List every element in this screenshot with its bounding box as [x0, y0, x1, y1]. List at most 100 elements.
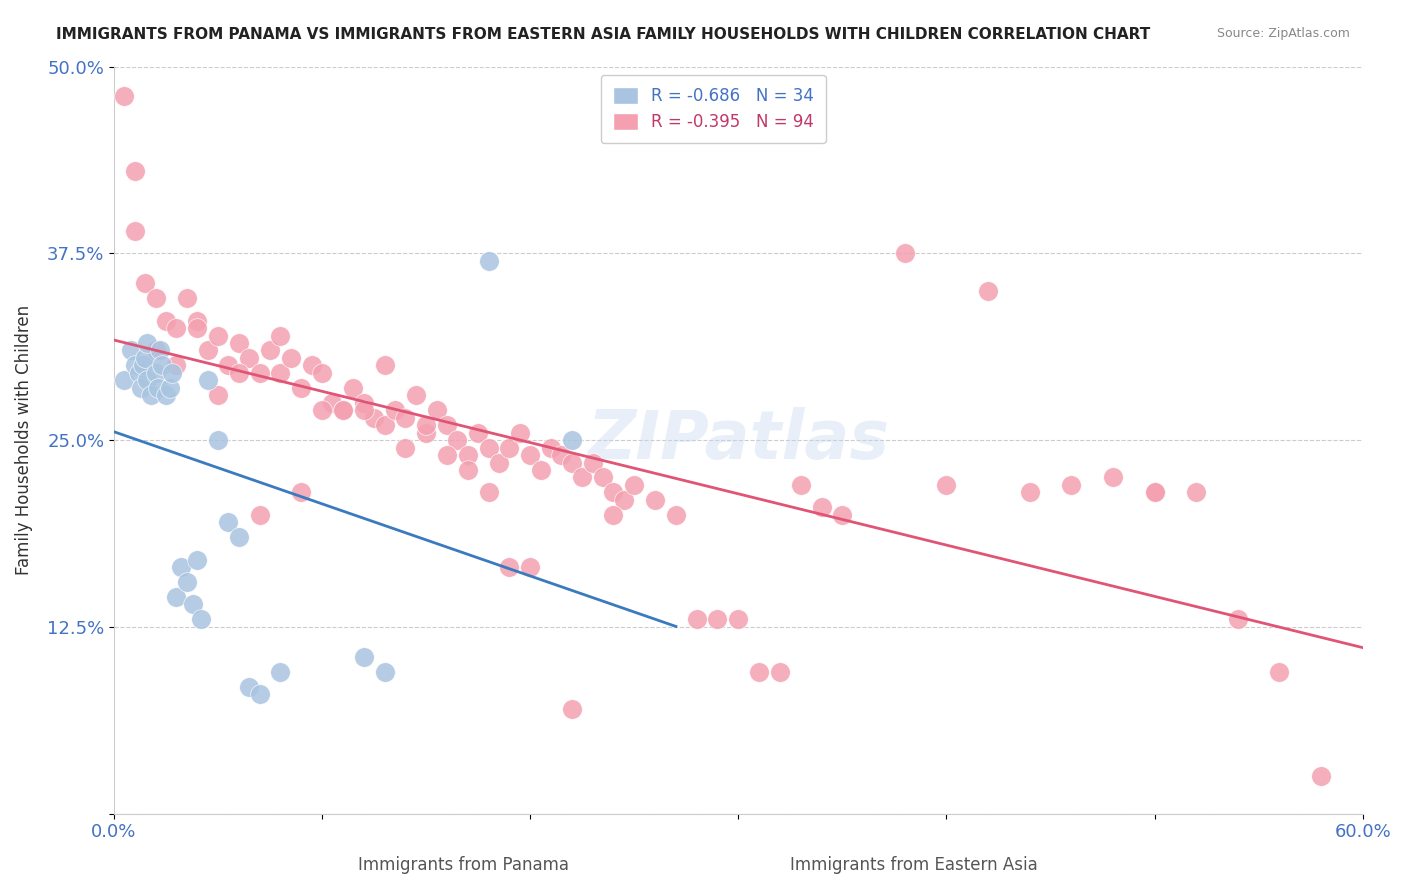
Point: [134, 351, 156, 365]
Point: [405, 388, 427, 402]
Point: [498, 560, 520, 574]
Point: [228, 366, 250, 380]
Point: [509, 425, 531, 440]
Point: [128, 366, 150, 380]
Point: [571, 470, 593, 484]
Point: [561, 702, 583, 716]
Y-axis label: Family Households with Children: Family Households with Children: [15, 305, 32, 575]
Point: [644, 492, 666, 507]
Point: [269, 328, 291, 343]
Point: [165, 359, 187, 373]
Point: [290, 381, 312, 395]
Point: [935, 478, 957, 492]
Point: [165, 321, 187, 335]
Point: [169, 560, 191, 574]
Point: [467, 425, 489, 440]
Point: [181, 598, 204, 612]
Point: [623, 478, 645, 492]
Point: [155, 388, 177, 402]
Text: ZIPatlas: ZIPatlas: [588, 407, 890, 473]
Point: [1060, 478, 1083, 492]
Point: [207, 433, 229, 447]
Point: [207, 328, 229, 343]
Point: [112, 89, 135, 103]
Point: [1268, 665, 1291, 679]
Point: [145, 291, 167, 305]
Point: [613, 492, 636, 507]
Point: [228, 530, 250, 544]
Point: [561, 433, 583, 447]
Point: [207, 388, 229, 402]
Point: [498, 441, 520, 455]
Point: [342, 381, 364, 395]
Point: [249, 508, 271, 522]
Point: [384, 403, 406, 417]
Point: [894, 246, 917, 260]
Point: [165, 590, 187, 604]
Point: [582, 456, 605, 470]
Point: [159, 381, 181, 395]
Point: [1143, 485, 1166, 500]
Point: [665, 508, 688, 522]
Point: [1310, 769, 1333, 783]
Point: [436, 448, 458, 462]
Point: [162, 366, 184, 380]
Point: [186, 321, 208, 335]
Point: [124, 224, 146, 238]
Point: [259, 343, 281, 358]
Point: [269, 366, 291, 380]
Point: [186, 313, 208, 327]
Point: [477, 441, 499, 455]
Point: [353, 396, 375, 410]
Point: [977, 284, 1000, 298]
Point: [519, 560, 541, 574]
Point: [155, 313, 177, 327]
Point: [394, 441, 416, 455]
Point: [197, 373, 219, 387]
Point: [790, 478, 813, 492]
Point: [217, 516, 239, 530]
Point: [141, 388, 163, 402]
Point: [436, 418, 458, 433]
Point: [129, 381, 152, 395]
Point: [197, 343, 219, 358]
Point: [136, 336, 159, 351]
Point: [477, 253, 499, 268]
Point: [176, 291, 198, 305]
Point: [602, 485, 624, 500]
Point: [686, 612, 709, 626]
Point: [149, 343, 172, 358]
Text: Source: ZipAtlas.com: Source: ZipAtlas.com: [1216, 27, 1350, 40]
Point: [810, 500, 832, 515]
Point: [190, 612, 212, 626]
Point: [748, 665, 770, 679]
Point: [415, 425, 437, 440]
Point: [145, 366, 167, 380]
Point: [373, 665, 395, 679]
Point: [132, 359, 155, 373]
Point: [373, 418, 395, 433]
Point: [529, 463, 551, 477]
Point: [540, 441, 562, 455]
Point: [249, 366, 271, 380]
Point: [321, 396, 343, 410]
Point: [120, 343, 142, 358]
Legend: R = -0.686   N = 34, R = -0.395   N = 94: R = -0.686 N = 34, R = -0.395 N = 94: [600, 75, 825, 143]
Point: [373, 359, 395, 373]
Point: [332, 403, 354, 417]
Point: [269, 665, 291, 679]
Text: Immigrants from Panama: Immigrants from Panama: [359, 856, 569, 874]
Point: [134, 277, 156, 291]
Point: [1226, 612, 1249, 626]
Point: [1185, 485, 1208, 500]
Point: [112, 373, 135, 387]
Point: [561, 456, 583, 470]
Point: [831, 508, 853, 522]
Point: [124, 359, 146, 373]
Text: Immigrants from Eastern Asia: Immigrants from Eastern Asia: [790, 856, 1038, 874]
Point: [477, 485, 499, 500]
Point: [446, 433, 468, 447]
Point: [1143, 485, 1166, 500]
Point: [146, 381, 169, 395]
Point: [353, 403, 375, 417]
